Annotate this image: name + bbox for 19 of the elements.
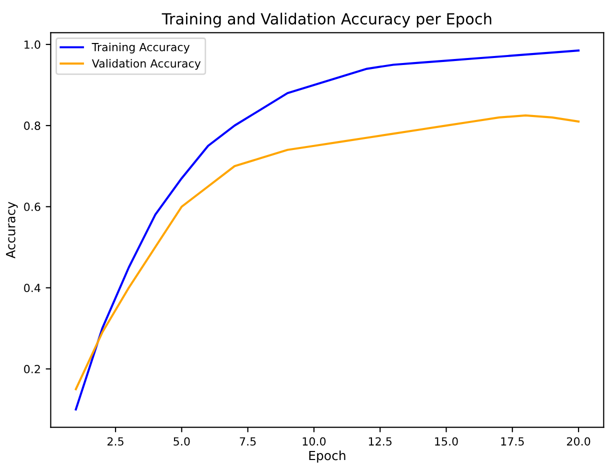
x-tick-label: 7.5 xyxy=(240,437,256,446)
x-tick-label: 5.0 xyxy=(174,437,190,446)
y-tick-label: 0.8 xyxy=(24,122,40,130)
legend-label: Training Accuracy xyxy=(92,42,190,54)
chart-title: Training and Validation Accuracy per Epoch xyxy=(162,12,492,28)
y-tick-label: 0.6 xyxy=(24,202,40,212)
x-tick-label: 20.0 xyxy=(566,437,590,446)
x-tick-label: 17.5 xyxy=(501,437,524,446)
x-axis-title: Epoch xyxy=(309,450,346,463)
x-tick-label: 10.0 xyxy=(302,437,326,446)
y-tick-label: 1.0 xyxy=(24,40,40,49)
y-tick-label: 0.4 xyxy=(24,284,40,292)
y-axis-title: Accuracy xyxy=(6,202,18,258)
line-series xyxy=(74,114,580,390)
legend-label: Validation Accuracy xyxy=(92,59,201,70)
y-tick-label: 0.2 xyxy=(24,364,40,374)
x-tick-label: 12.5 xyxy=(368,437,392,446)
x-tick-label: 15.0 xyxy=(435,437,458,446)
x-tick-label: 2.5 xyxy=(108,437,124,446)
